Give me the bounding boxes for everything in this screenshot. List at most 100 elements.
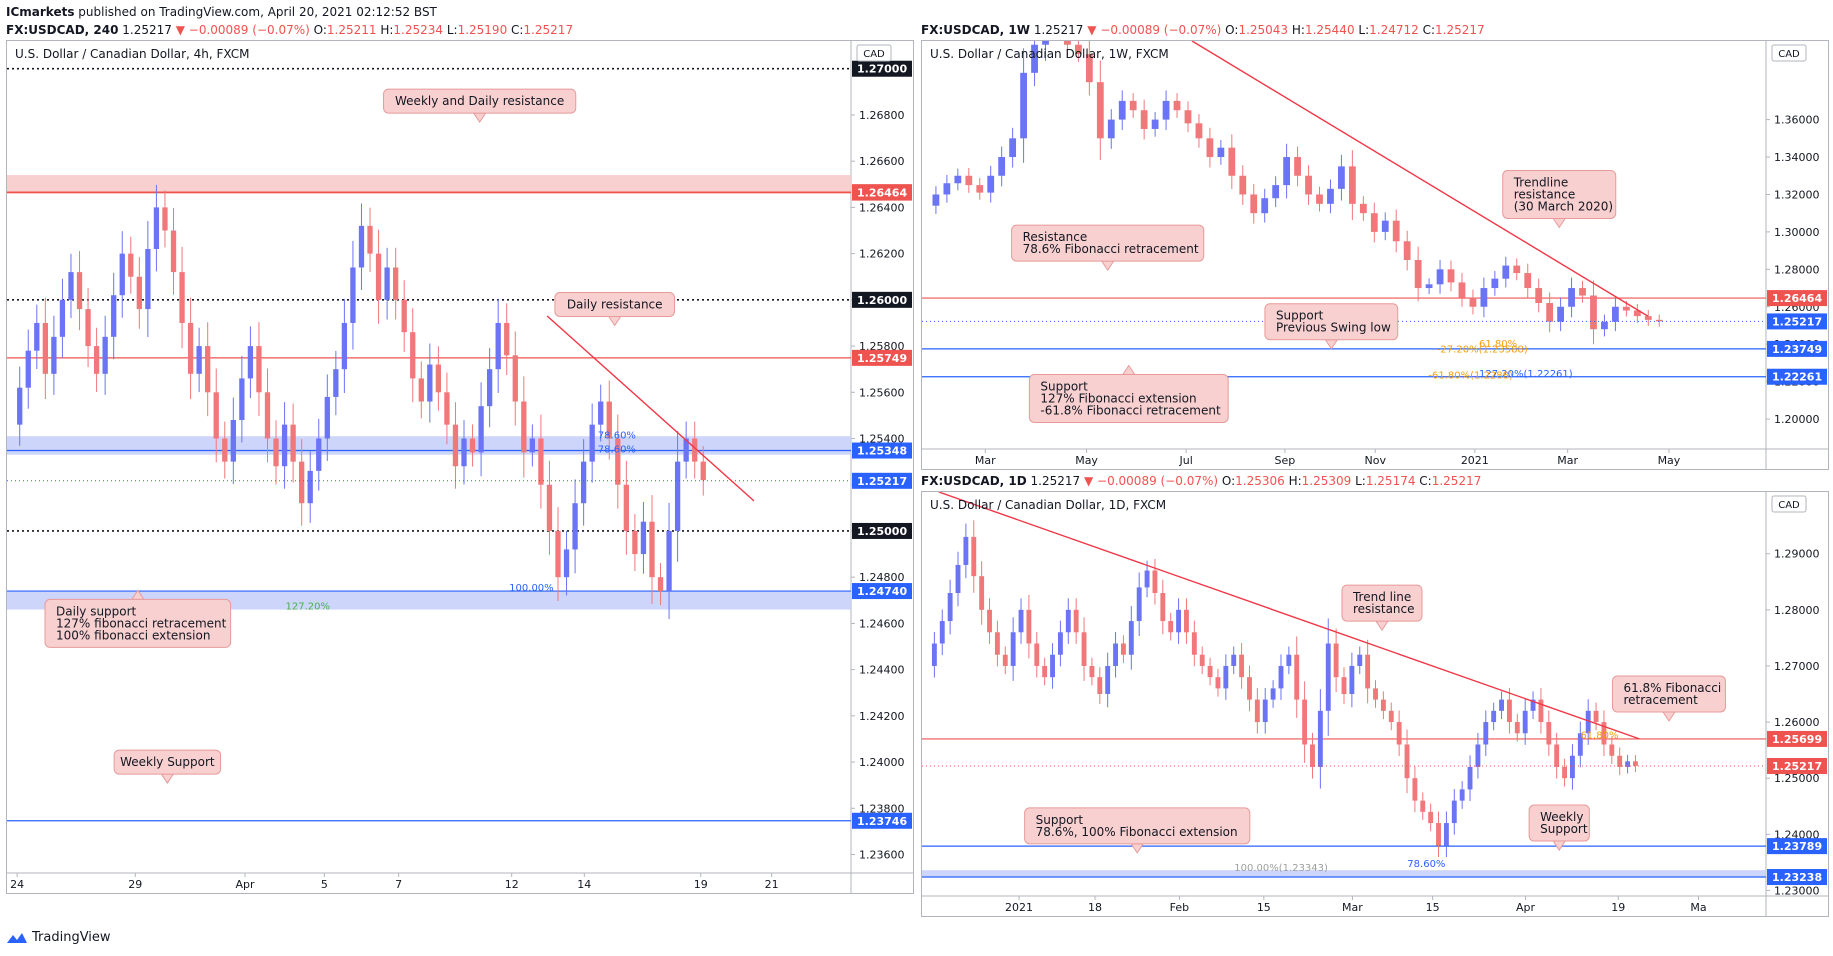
level-label-0: 1.25699 [1772, 733, 1822, 746]
callout-box-1 [1611, 675, 1726, 713]
callout-pointer-1 [607, 315, 622, 327]
chart-title: U.S. Dollar / Canadian Dollar, 4h, FXCM [15, 47, 250, 61]
callout-box-3 [113, 749, 222, 775]
candle-3 [955, 564, 961, 593]
level-label-5: 1.23746 [857, 815, 907, 828]
candle-39 [1239, 654, 1245, 678]
candle-49 [1317, 710, 1323, 767]
candle-4 [976, 185, 984, 193]
callout-1: Daily resistance [554, 291, 675, 327]
chart-panel-daily[interactable]: 1.29000 1.28000 1.27000 1.26000 1.25000 1.240… [921, 491, 1829, 917]
y-tick-label: 1.24400 [859, 664, 905, 677]
candle-5 [987, 175, 995, 193]
x-tick-label: Mar [975, 454, 996, 467]
candle-19 [1140, 110, 1148, 129]
callout-pointer-3 [160, 773, 175, 784]
d1-change: ▼ −0.00089 (−0.07%) [1083, 474, 1219, 488]
candle-49 [1469, 297, 1477, 307]
candle-65 [572, 503, 578, 550]
candle-63 [555, 530, 561, 578]
candle-47 [1447, 269, 1455, 283]
candle-30 [1261, 198, 1269, 214]
callout-text-1-0: Daily resistance [567, 297, 663, 311]
w1-price: 1.25217 [1033, 23, 1084, 37]
chart-panel-weekly[interactable]: 1.36000 1.34000 1.32000 1.30000 1.28000 1.260… [921, 40, 1829, 470]
currency-badge: CAD [1778, 49, 1800, 60]
chart-4h-svg[interactable]: 1.26800 1.26600 1.26400 1.26200 1.26000 1.258… [7, 41, 913, 893]
chart-weekly-svg[interactable]: 1.360001.340001.320001.300001.280001.260… [922, 41, 1828, 469]
candle-32 [290, 424, 296, 462]
candle-61 [538, 438, 544, 485]
candle-76 [666, 530, 672, 592]
candle-63 [1622, 306, 1630, 311]
callout-text-2-0: Support [1036, 813, 1084, 827]
x-tick-label: Nov [1364, 454, 1386, 467]
tradingview-footer[interactable]: TradingView [6, 930, 111, 945]
x-tick-label: Ma [1690, 901, 1706, 914]
callout-box-0 [1341, 584, 1423, 622]
chart-panel-4h[interactable]: 1.26800 1.26600 1.26400 1.26200 1.26000 1.258… [6, 40, 914, 894]
candle-72 [1499, 699, 1504, 711]
candle-42 [1262, 699, 1268, 723]
level-label-2: 1.23238 [1772, 871, 1822, 884]
candle-23 [1113, 643, 1118, 666]
candle-36 [1327, 188, 1334, 204]
y-tick-label: 1.24600 [859, 617, 905, 630]
zone-0 [922, 870, 1766, 878]
candle-9 [1002, 654, 1008, 666]
candle-33 [299, 461, 305, 504]
candle-25 [230, 420, 236, 462]
current-price-bg [852, 472, 912, 489]
candle-9 [93, 346, 100, 374]
candle-17 [1118, 100, 1126, 120]
w1-close: 1.25217 [1435, 23, 1485, 37]
candle-35 [316, 438, 322, 471]
candle-75 [657, 577, 664, 592]
x-tick-label: 21 [765, 878, 779, 891]
level-label-3: 1.25348 [857, 445, 907, 458]
candle-55 [486, 369, 493, 407]
d1-price: 1.25217 [1030, 474, 1081, 488]
candle-1 [939, 621, 945, 644]
currency-badge-bg [856, 44, 892, 62]
candle-30 [1168, 621, 1174, 633]
candle-54 [1357, 654, 1363, 666]
candle-29 [1160, 593, 1166, 622]
candle-41 [1381, 220, 1389, 232]
x-tick-label: Feb [1170, 901, 1189, 914]
callout-3: Weekly Support [113, 749, 222, 784]
candle-56 [1373, 688, 1378, 700]
tradingview-brand: TradingView [32, 930, 111, 945]
currency-badge-bg [1771, 44, 1807, 62]
y-tick-label: 1.23000 [1774, 884, 1820, 897]
candle-43 [1270, 688, 1276, 700]
y-tick-label: 1.25600 [859, 386, 905, 399]
candle-67 [589, 424, 595, 462]
callout-box-2 [44, 598, 232, 648]
level-label-1: 1.26464 [857, 187, 907, 200]
callout-0: Weekly and Daily resistance [383, 88, 577, 123]
candle-52 [461, 438, 467, 467]
candle-42 [375, 253, 382, 300]
callout-box-0 [383, 88, 577, 114]
candle-16 [153, 207, 160, 249]
callout-text-0-0: Trend line [1352, 590, 1411, 604]
candle-67 [1459, 789, 1465, 801]
broker-name: ICmarkets [6, 5, 75, 19]
candle-65 [1443, 823, 1449, 846]
y-tick-label: 1.24200 [859, 710, 905, 723]
x-tick-label: 18 [1088, 901, 1102, 914]
fib-label-0: 78.60% [598, 431, 636, 442]
fib-label-1: 100.00%(1.23343) [1234, 863, 1328, 874]
chart-daily-svg[interactable]: 1.29000 1.28000 1.27000 1.26000 1.25000 1.240… [922, 492, 1828, 916]
tradingview-logo-icon [7, 932, 27, 943]
candle-51 [1333, 643, 1339, 678]
callout-text-3-0: Support [1040, 379, 1088, 393]
level-label-bg-2 [1767, 869, 1827, 886]
candle-59 [521, 401, 527, 453]
candle-43 [384, 267, 390, 300]
trendline-0 [546, 315, 755, 502]
x-tick-label: Mar [1342, 901, 1363, 914]
candle-79 [692, 438, 698, 462]
candle-4 [51, 336, 57, 374]
